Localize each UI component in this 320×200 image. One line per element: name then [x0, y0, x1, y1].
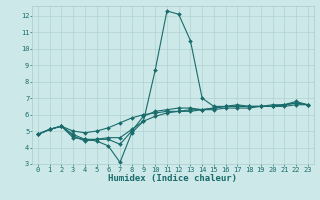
X-axis label: Humidex (Indice chaleur): Humidex (Indice chaleur) [108, 174, 237, 183]
